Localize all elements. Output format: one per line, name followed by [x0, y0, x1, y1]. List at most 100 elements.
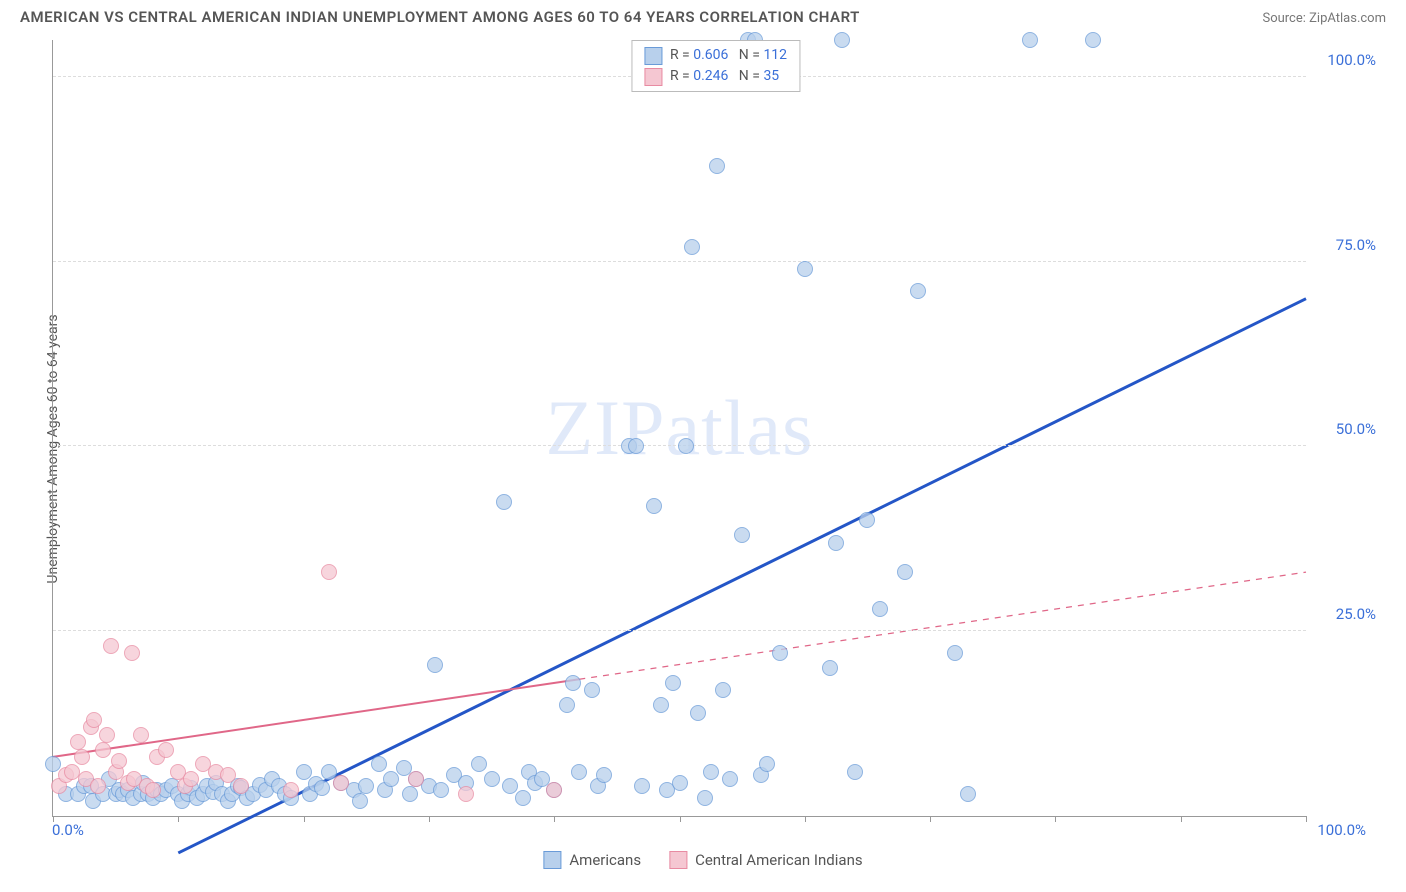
data-point	[183, 771, 199, 787]
data-point	[672, 775, 688, 791]
gridline	[53, 261, 1306, 262]
data-point	[352, 793, 368, 809]
legend-swatch	[669, 851, 687, 869]
data-point	[715, 682, 731, 698]
trend-lines	[53, 40, 1306, 816]
data-point	[233, 778, 249, 794]
data-point	[383, 771, 399, 787]
plot-area: ZIPatlas	[52, 40, 1306, 817]
data-point	[145, 782, 161, 798]
gridline	[53, 630, 1306, 631]
x-tick	[1306, 816, 1307, 822]
data-point	[371, 756, 387, 772]
x-tick	[304, 816, 305, 822]
data-point	[772, 645, 788, 661]
data-point	[86, 712, 102, 728]
legend-row: R = 0.246 N = 35	[644, 66, 787, 87]
data-point	[697, 790, 713, 806]
correlation-legend: R = 0.606 N = 112 R = 0.246 N = 35	[631, 40, 800, 92]
data-point	[111, 753, 127, 769]
data-point	[99, 727, 115, 743]
y-tick-label: 25.0%	[1336, 605, 1376, 623]
data-point	[408, 771, 424, 787]
data-point	[897, 564, 913, 580]
data-point	[759, 756, 775, 772]
data-point	[402, 786, 418, 802]
data-point	[634, 778, 650, 794]
data-point	[859, 512, 875, 528]
data-point	[584, 682, 600, 698]
x-tick	[805, 816, 806, 822]
data-point	[665, 675, 681, 691]
data-point	[559, 697, 575, 713]
legend-label: Central American Indians	[695, 851, 863, 869]
data-point	[496, 494, 512, 510]
data-point	[70, 734, 86, 750]
x-tick	[1181, 816, 1182, 822]
data-point	[847, 764, 863, 780]
data-point	[653, 697, 669, 713]
data-point	[74, 749, 90, 765]
legend-item: Central American Indians	[669, 851, 863, 869]
data-point	[427, 657, 443, 673]
y-tick-label: 100.0%	[1327, 51, 1376, 69]
x-tick	[930, 816, 931, 822]
data-point	[296, 764, 312, 780]
data-point	[484, 771, 500, 787]
data-point	[314, 780, 330, 796]
data-point	[722, 771, 738, 787]
series-legend: Americans Central American Indians	[543, 851, 862, 869]
legend-swatch	[644, 68, 662, 86]
data-point	[960, 786, 976, 802]
data-point	[596, 767, 612, 783]
data-point	[103, 638, 119, 654]
legend-text: R = 0.246 N = 35	[670, 66, 779, 87]
data-point	[158, 742, 174, 758]
y-tick-label: 75.0%	[1336, 236, 1376, 254]
data-point	[358, 778, 374, 794]
data-point	[1022, 32, 1038, 48]
x-tick-label: 0.0%	[52, 821, 84, 839]
legend-swatch	[644, 47, 662, 65]
data-point	[910, 283, 926, 299]
x-tick	[1055, 816, 1056, 822]
legend-swatch	[543, 851, 561, 869]
data-point	[709, 158, 725, 174]
legend-label: Americans	[569, 851, 641, 869]
y-tick-label: 50.0%	[1336, 420, 1376, 438]
data-point	[797, 261, 813, 277]
data-point	[458, 786, 474, 802]
x-tick	[554, 816, 555, 822]
data-point	[333, 775, 349, 791]
source-label: Source: ZipAtlas.com	[1262, 11, 1386, 26]
data-point	[515, 790, 531, 806]
data-point	[947, 645, 963, 661]
data-point	[834, 32, 850, 48]
legend-item: Americans	[543, 851, 641, 869]
x-tick	[429, 816, 430, 822]
title-bar: AMERICAN VS CENTRAL AMERICAN INDIAN UNEM…	[0, 0, 1406, 30]
x-tick	[178, 816, 179, 822]
data-point	[571, 764, 587, 780]
data-point	[734, 527, 750, 543]
legend-row: R = 0.606 N = 112	[644, 45, 787, 66]
plot-wrap: Unemployment Among Ages 60 to 64 years Z…	[45, 40, 1386, 842]
data-point	[822, 660, 838, 676]
data-point	[703, 764, 719, 780]
data-point	[95, 742, 111, 758]
data-point	[678, 438, 694, 454]
x-tick-label: 100.0%	[1317, 821, 1366, 839]
data-point	[565, 675, 581, 691]
data-point	[471, 756, 487, 772]
data-point	[828, 535, 844, 551]
data-point	[872, 601, 888, 617]
chart-container: AMERICAN VS CENTRAL AMERICAN INDIAN UNEM…	[0, 0, 1406, 892]
legend-text: R = 0.606 N = 112	[670, 45, 787, 66]
x-tick	[680, 816, 681, 822]
chart-title: AMERICAN VS CENTRAL AMERICAN INDIAN UNEM…	[20, 8, 860, 26]
data-point	[133, 727, 149, 743]
data-point	[690, 705, 706, 721]
data-point	[684, 239, 700, 255]
data-point	[1085, 32, 1101, 48]
data-point	[433, 782, 449, 798]
